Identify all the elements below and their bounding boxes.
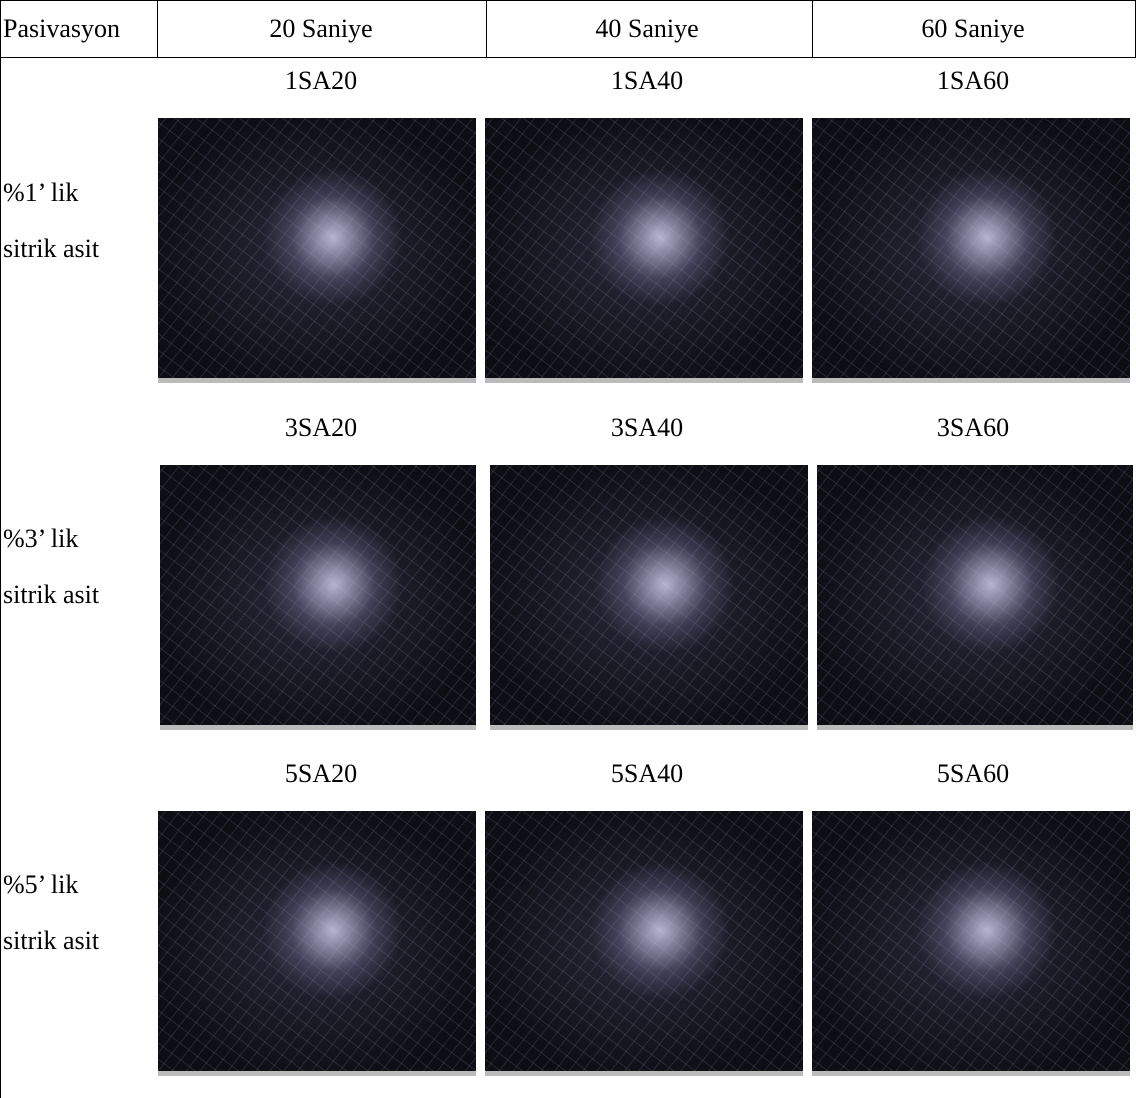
micrograph [158, 118, 476, 383]
header-cell: 40 Saniye [595, 14, 699, 43]
scale-bar [158, 378, 476, 383]
sample-label: 5SA20 [284, 759, 358, 788]
micrograph [490, 465, 808, 730]
table-border [157, 0, 158, 58]
header-cell: 20 Saniye [269, 14, 373, 43]
micrograph [817, 465, 1133, 730]
micrograph [160, 465, 476, 730]
row-label: %1’ lik [3, 178, 79, 207]
micrograph [812, 118, 1130, 383]
sample-label: 5SA60 [936, 759, 1010, 788]
row-label: %3’ lik [3, 524, 79, 553]
sample-label: 5SA40 [610, 759, 684, 788]
header-cell: Pasivasyon [3, 14, 120, 43]
sample-label: 1SA60 [936, 66, 1010, 95]
sample-label: 3SA60 [936, 413, 1010, 442]
sample-label: 3SA40 [610, 413, 684, 442]
sample-label: 1SA40 [610, 66, 684, 95]
scale-bar [812, 1071, 1130, 1076]
table-border [486, 0, 487, 58]
table-border [0, 0, 1136, 1]
row-label: sitrik asit [3, 926, 100, 955]
micrograph [812, 811, 1130, 1076]
scale-bar [160, 725, 476, 730]
header-cell: 60 Saniye [921, 14, 1025, 43]
scale-bar [158, 1071, 476, 1076]
scale-bar [490, 725, 808, 730]
micrograph [158, 811, 476, 1076]
row-label: %5’ lik [3, 870, 79, 899]
sample-label: 3SA20 [284, 413, 358, 442]
micrograph [485, 811, 803, 1076]
table-border [0, 57, 1136, 58]
scale-bar [485, 378, 803, 383]
scale-bar [812, 378, 1130, 383]
table-border [812, 0, 813, 58]
micrograph [485, 118, 803, 383]
table-border [0, 0, 1, 1098]
scale-bar [817, 725, 1133, 730]
row-label: sitrik asit [3, 234, 100, 263]
scale-bar [485, 1071, 803, 1076]
row-label: sitrik asit [3, 580, 100, 609]
sample-label: 1SA20 [284, 66, 358, 95]
